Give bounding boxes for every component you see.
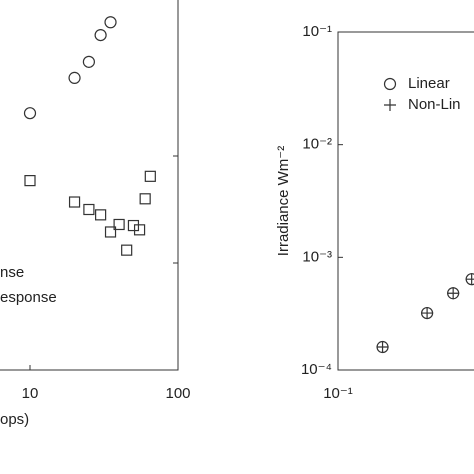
data-point [95,209,107,221]
x-tick-label: 100 [165,385,190,402]
legend-label: Linear [408,75,450,92]
data-point [465,273,474,286]
data-point [121,244,133,256]
data-point [23,107,37,120]
legend-label: Non-Lin [408,96,461,113]
legend-label: esponse [0,289,57,306]
data-point [104,16,117,29]
data-point [24,175,36,187]
data-point [127,219,140,232]
y-tick-label: 10⁻² [302,136,332,153]
data-point [447,287,460,300]
data-point [68,71,81,84]
x-tick-label: 10 [22,385,39,402]
legend-marker [383,77,397,91]
legend-label: nse [0,264,24,281]
y-tick-label: 10⁻³ [302,248,332,265]
data-point [68,196,81,208]
data-point [133,224,146,236]
y-axis-label: Irradiance Wm⁻² [275,146,292,256]
x-axis-label: ops) [0,411,29,428]
data-point [94,28,107,42]
data-point [104,226,117,238]
data-point [144,170,156,182]
data-point [139,193,151,205]
data-point [113,218,125,231]
y-tick-label: 10⁻¹ [302,23,332,40]
data-point [82,55,95,68]
plot-frame [337,31,474,371]
plot-frame [0,0,179,371]
y-tick-label: 10⁻⁴ [301,361,332,378]
data-point [421,307,434,320]
x-tick-label: 10⁻¹ [323,385,353,402]
data-point [83,203,95,216]
data-point [376,341,389,354]
legend-marker [384,99,396,111]
